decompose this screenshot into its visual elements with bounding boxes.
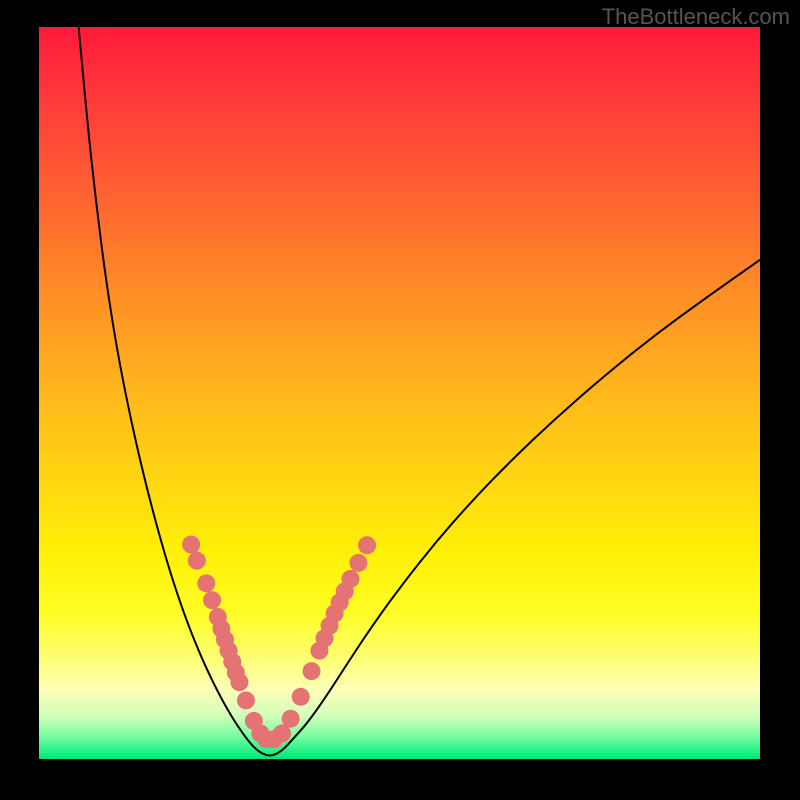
marker-point [282,710,300,728]
marker-point [188,552,206,570]
marker-point [182,536,200,554]
marker-point [341,570,359,588]
marker-point [349,554,367,572]
marker-point [230,673,248,691]
marker-point [197,574,215,592]
marker-point [303,662,321,680]
marker-point-layer [0,0,800,800]
marker-point [358,536,376,554]
marker-point [203,591,221,609]
marker-point [237,691,255,709]
marker-point [292,688,310,706]
